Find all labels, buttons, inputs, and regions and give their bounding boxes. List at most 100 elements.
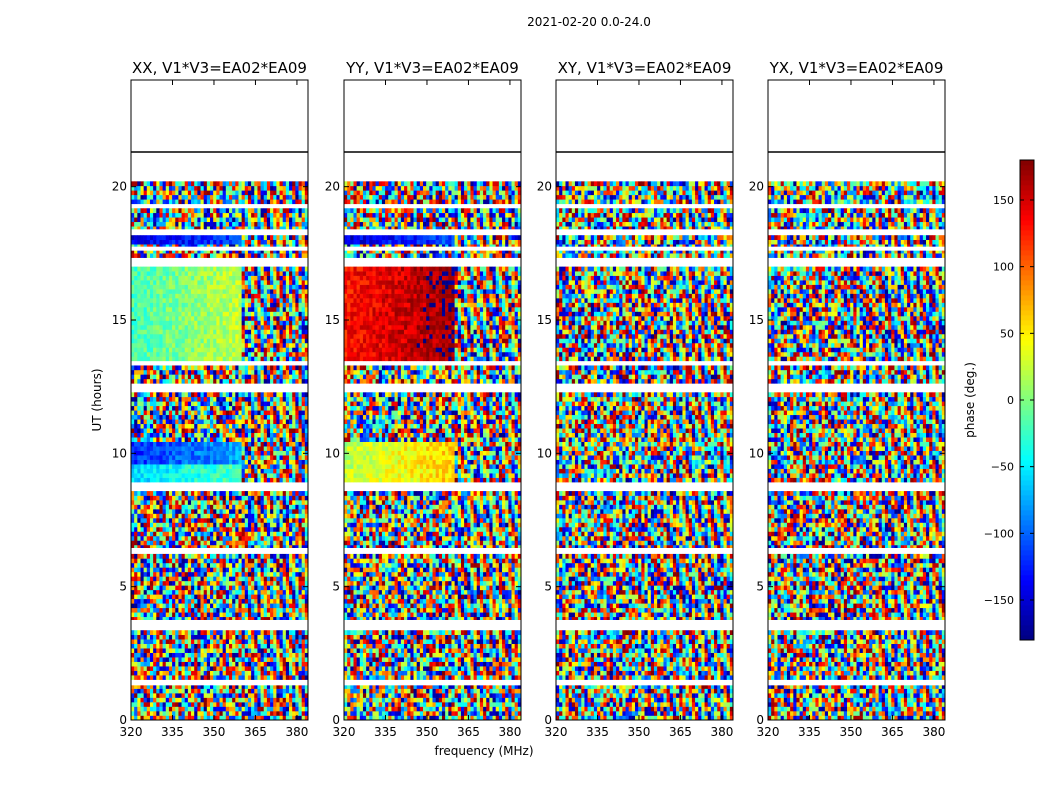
colorbar-segment — [1020, 235, 1034, 241]
y-tick-label: 5 — [544, 580, 552, 594]
colorbar-tick-label: −100 — [984, 527, 1014, 540]
y-tick-label: 0 — [756, 713, 764, 727]
y-tick-label: 15 — [325, 313, 340, 327]
panel-title: XX, V1*V3=EA02*EA09 — [132, 59, 307, 77]
colorbar-segment — [1020, 485, 1034, 491]
x-tick-label: 335 — [374, 725, 397, 739]
colorbar-segment — [1020, 540, 1034, 546]
colorbar-segment — [1020, 225, 1034, 231]
colorbar-segment — [1020, 410, 1034, 416]
y-axis-label: UT (hours) — [90, 368, 104, 431]
colorbar-segment — [1020, 220, 1034, 226]
heatmap-cells — [131, 80, 308, 720]
colorbar-segment — [1020, 605, 1034, 611]
colorbar-segment — [1020, 425, 1034, 431]
colorbar-segment — [1020, 295, 1034, 301]
colorbar-segment — [1020, 360, 1034, 366]
colorbar-segment — [1020, 520, 1034, 526]
panel-title: YY, V1*V3=EA02*EA09 — [345, 59, 519, 77]
panel-3: YX, V1*V3=EA02*EA09 320 335 350 365 380 0 5 10 15… — [749, 59, 946, 739]
x-tick-label: 335 — [586, 725, 609, 739]
colorbar-segment — [1020, 240, 1034, 246]
colorbar-segment — [1020, 210, 1034, 216]
colorbar-segment — [1020, 450, 1034, 456]
y-tick-label: 10 — [325, 446, 340, 460]
colorbar-segment — [1020, 250, 1034, 256]
x-tick-label: 365 — [244, 725, 267, 739]
colorbar-segment — [1020, 385, 1034, 391]
colorbar-segment — [1020, 415, 1034, 421]
colorbar-segment — [1020, 625, 1034, 631]
colorbar-segment — [1020, 490, 1034, 496]
panel-1: YY, V1*V3=EA02*EA09 320 335 350 365 380 0 5 10 15… — [325, 59, 522, 739]
colorbar-segment — [1020, 575, 1034, 581]
y-tick-label: 20 — [325, 180, 340, 194]
x-tick-label: 350 — [416, 725, 439, 739]
colorbar-segment — [1020, 535, 1034, 541]
colorbar-segment — [1020, 370, 1034, 376]
colorbar-segment — [1020, 255, 1034, 261]
colorbar-segment — [1020, 440, 1034, 446]
colorbar-segment — [1020, 620, 1034, 626]
x-tick-label: 365 — [457, 725, 480, 739]
x-tick-label: 350 — [203, 725, 226, 739]
y-tick-label: 20 — [537, 180, 552, 194]
colorbar-segment — [1020, 455, 1034, 461]
colorbar-segment — [1020, 205, 1034, 211]
colorbar-segment — [1020, 435, 1034, 441]
y-tick-label: 5 — [119, 580, 127, 594]
x-tick-label: 365 — [669, 725, 692, 739]
colorbar-segment — [1020, 610, 1034, 616]
colorbar-segment — [1020, 585, 1034, 591]
heatmap-cells — [768, 80, 945, 720]
y-tick-label: 10 — [749, 446, 764, 460]
colorbar-segment — [1020, 630, 1034, 636]
y-tick-label: 5 — [332, 580, 340, 594]
x-tick-label: 365 — [881, 725, 904, 739]
colorbar-segment — [1020, 495, 1034, 501]
y-tick-label: 0 — [544, 713, 552, 727]
colorbar-segment — [1020, 195, 1034, 201]
colorbar-segment — [1020, 590, 1034, 596]
colorbar-segment — [1020, 430, 1034, 436]
colorbar-segment — [1020, 545, 1034, 551]
colorbar-segment — [1020, 635, 1034, 641]
colorbar-segment — [1020, 260, 1034, 266]
colorbar-segment — [1020, 550, 1034, 556]
colorbar-segment — [1020, 470, 1034, 476]
colorbar-segment — [1020, 350, 1034, 356]
x-tick-label: 320 — [757, 725, 780, 739]
panel-title: XY, V1*V3=EA02*EA09 — [558, 59, 732, 77]
colorbar-segment — [1020, 395, 1034, 401]
colorbar-segment — [1020, 285, 1034, 291]
colorbar-segment — [1020, 345, 1034, 351]
colorbar-segment — [1020, 530, 1034, 536]
colorbar-segment — [1020, 215, 1034, 221]
colorbar-segment — [1020, 165, 1034, 171]
colorbar-segment — [1020, 465, 1034, 471]
colorbar-segment — [1020, 600, 1034, 606]
colorbar-segment — [1020, 355, 1034, 361]
colorbar-segment — [1020, 290, 1034, 296]
panel-0: XX, V1*V3=EA02*EA09 320 335 350 365 380 0 5 10 15… — [112, 59, 309, 739]
figure-title: 2021-02-20 0.0-24.0 — [527, 15, 651, 29]
colorbar-segment — [1020, 405, 1034, 411]
colorbar-label: phase (deg.) — [963, 362, 977, 438]
colorbar-segment — [1020, 315, 1034, 321]
colorbar-segment — [1020, 230, 1034, 236]
colorbar-segment — [1020, 270, 1034, 276]
panel-frame — [555, 79, 734, 721]
x-tick-label: 335 — [798, 725, 821, 739]
x-tick-label: 380 — [922, 725, 945, 739]
colorbar-segment — [1020, 185, 1034, 191]
x-tick-label: 320 — [545, 725, 568, 739]
panel-frame — [343, 79, 522, 721]
colorbar-segment — [1020, 325, 1034, 331]
colorbar-segment — [1020, 265, 1034, 271]
panel-title: YX, V1*V3=EA02*EA09 — [769, 59, 944, 77]
x-tick-label: 320 — [120, 725, 143, 739]
colorbar-segment — [1020, 560, 1034, 566]
y-tick-label: 15 — [749, 313, 764, 327]
colorbar-tick-label: 50 — [1000, 327, 1014, 340]
